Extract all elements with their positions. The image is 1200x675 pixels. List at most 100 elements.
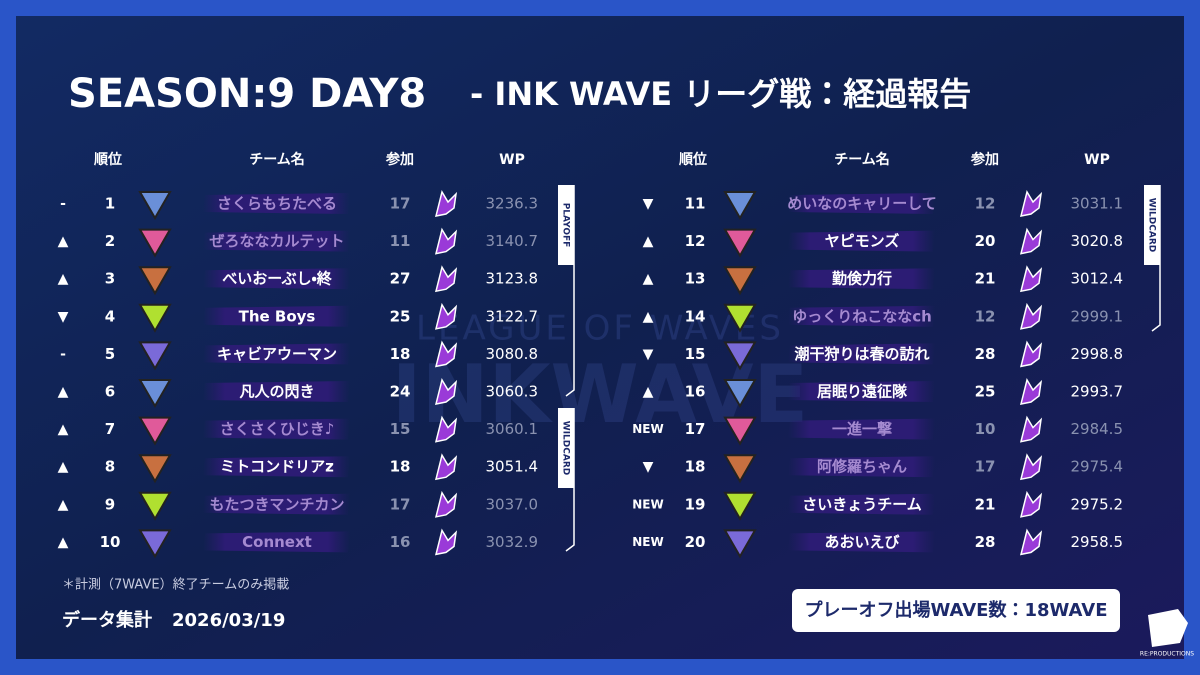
rank: 11 [685, 195, 706, 213]
team-logo [723, 454, 757, 484]
wp-icon [1019, 528, 1043, 556]
change: ▲ [643, 271, 654, 287]
wp-icon [1019, 265, 1043, 293]
team-name: キャビアウーマン [217, 345, 337, 363]
wp: 3080.8 [486, 345, 539, 363]
participation: 17 [390, 195, 411, 213]
column-header: 順位 [679, 151, 707, 168]
change: - [60, 346, 66, 362]
column-header: 参加 [385, 151, 414, 168]
wp: 2998.8 [1071, 345, 1124, 363]
participation: 28 [975, 533, 996, 551]
name-brush [788, 230, 935, 252]
wp-icon [434, 528, 458, 556]
column-header: 参加 [970, 151, 999, 168]
participation: 25 [975, 383, 996, 401]
wp: 3060.3 [486, 383, 539, 401]
rank: 18 [685, 458, 706, 476]
wp-icon [1019, 490, 1043, 518]
playoff-box-text: プレーオフ出場WAVE数：18WAVE [804, 599, 1107, 621]
wp: 3140.7 [486, 232, 539, 250]
team-logo [138, 191, 172, 221]
team-name: 一進一撃 [832, 420, 892, 438]
date-label: データ集計 [62, 609, 152, 631]
wp: 2975.2 [1071, 495, 1124, 513]
rank: 2 [105, 232, 115, 250]
participation: 18 [390, 345, 411, 363]
team-name: ゆっくりねこななch [792, 307, 932, 325]
team-logo [723, 266, 757, 296]
name-brush [788, 305, 935, 327]
team-logo [138, 454, 172, 484]
team-name: ぜろななカルテット [209, 232, 344, 250]
name-brush [788, 381, 935, 402]
change: ▼ [58, 309, 69, 325]
wp-icon [434, 490, 458, 518]
team-logo [723, 341, 757, 371]
team-logo [138, 266, 172, 296]
name-brush [203, 418, 350, 440]
brand: RE:PRODUCTIONS [1140, 651, 1194, 658]
rank: 9 [105, 495, 115, 513]
change: ▼ [643, 346, 654, 362]
subtitle: - INK WAVE リーグ戦：経過報告 [470, 75, 971, 113]
change: ▲ [58, 459, 69, 475]
column-header: WP [1084, 152, 1110, 168]
change: ▼ [643, 196, 654, 212]
team-name: 阿修羅ちゃん [817, 458, 907, 476]
wp: 2984.5 [1071, 420, 1124, 438]
team-logo [723, 491, 757, 521]
wp: 3037.0 [486, 495, 539, 513]
team-logo [138, 228, 172, 258]
team-name: 勤倹力行 [832, 270, 892, 288]
wp: 3020.8 [1071, 232, 1124, 250]
team-name: めいなのキャリーして [787, 195, 937, 213]
rank: 1 [105, 195, 115, 213]
name-brush [203, 343, 350, 365]
wp-icon [434, 190, 458, 217]
rank: 8 [105, 458, 115, 476]
wp: 3060.1 [486, 420, 539, 438]
panel [16, 16, 1184, 659]
team-name: あおいえび [824, 533, 899, 551]
wp-icon [1019, 378, 1043, 405]
rank: 12 [685, 232, 706, 250]
watermark: LEAGUE OF WAVES [416, 309, 784, 349]
name-brush [788, 268, 935, 290]
team-logo [723, 379, 757, 409]
team-name: さくさくひじき♪ [220, 420, 335, 438]
change: NEW [632, 535, 663, 549]
bracket-tab [558, 185, 574, 265]
name-brush [203, 381, 350, 402]
bracket-tab [1144, 185, 1160, 265]
name-brush [788, 418, 935, 440]
wp-icon [1019, 340, 1043, 368]
team-name: さいきょうチーム [802, 495, 922, 513]
change: ▲ [58, 422, 69, 438]
rank: 13 [685, 270, 706, 288]
wp: 3012.4 [1071, 270, 1124, 288]
change: ▲ [643, 309, 654, 325]
participation: 11 [390, 232, 411, 250]
wp: 2958.5 [1071, 533, 1124, 551]
column-header: チーム名 [249, 151, 305, 168]
name-brush [203, 456, 350, 478]
rank: 6 [105, 383, 115, 401]
change: - [60, 196, 66, 212]
team-logo [138, 341, 172, 371]
team-name: もたつきマンチカン [209, 495, 344, 513]
wp: 3122.7 [486, 307, 539, 325]
participation: 12 [975, 195, 996, 213]
wp: 3031.1 [1071, 195, 1124, 213]
rank: 19 [685, 495, 706, 513]
wp: 2999.1 [1071, 307, 1124, 325]
wp-icon [1019, 227, 1043, 255]
name-brush [788, 493, 935, 515]
team-logo [138, 416, 172, 446]
team-name: 凡人の閃き [239, 383, 314, 401]
team-name: 居眠り遠征隊 [817, 383, 908, 401]
wp-icon [1019, 302, 1043, 330]
bracket-line [565, 408, 575, 552]
